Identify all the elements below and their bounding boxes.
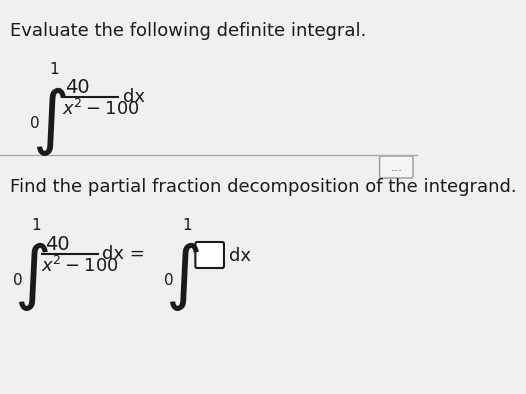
Text: dx =: dx = bbox=[102, 245, 145, 263]
Text: $\int$: $\int$ bbox=[32, 85, 67, 158]
FancyBboxPatch shape bbox=[195, 242, 224, 268]
Text: 40: 40 bbox=[65, 78, 90, 97]
Text: Find the partial fraction decomposition of the integrand.: Find the partial fraction decomposition … bbox=[9, 178, 516, 196]
Text: 1: 1 bbox=[49, 62, 59, 77]
Text: 0: 0 bbox=[30, 116, 40, 131]
Text: Evaluate the following definite integral.: Evaluate the following definite integral… bbox=[9, 22, 366, 40]
Text: 0: 0 bbox=[13, 273, 22, 288]
Text: 40: 40 bbox=[45, 235, 70, 254]
Text: $\int$: $\int$ bbox=[165, 240, 200, 313]
Text: 0: 0 bbox=[165, 273, 174, 288]
Text: 1: 1 bbox=[183, 218, 193, 233]
Text: $\int$: $\int$ bbox=[14, 240, 49, 313]
Text: ...: ... bbox=[390, 160, 402, 173]
Text: $x^2 - 100$: $x^2 - 100$ bbox=[62, 99, 139, 119]
Text: 1: 1 bbox=[32, 218, 42, 233]
Text: dx: dx bbox=[229, 247, 251, 265]
Text: dx: dx bbox=[123, 88, 145, 106]
Text: $x^2 - 100$: $x^2 - 100$ bbox=[42, 256, 119, 276]
FancyBboxPatch shape bbox=[380, 156, 413, 178]
